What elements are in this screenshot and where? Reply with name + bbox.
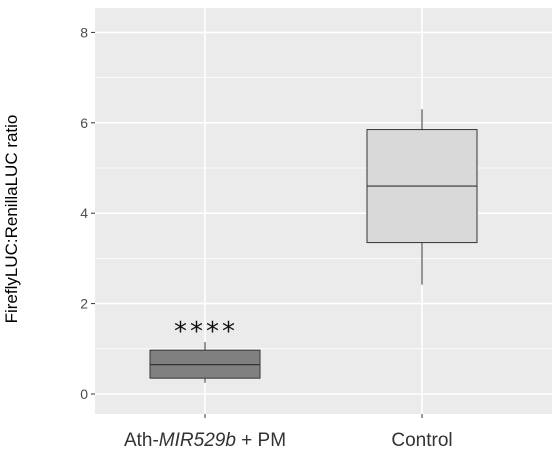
significance-label: **** — [174, 317, 238, 347]
y-tick-label: 0 — [80, 386, 88, 402]
x-tick-label: Control — [391, 430, 452, 451]
y-tick-label: 8 — [80, 24, 88, 40]
box-1: **** — [149, 317, 261, 383]
box-2 — [366, 109, 478, 285]
boxes: **** — [149, 109, 478, 383]
y-axis: 0 2 4 6 8 — [80, 24, 95, 402]
x-axis: Ath-MIR529b + PM Control — [124, 414, 453, 451]
y-axis-title: FireflyLUC:RenillaLUC ratio — [2, 115, 21, 324]
y-tick-label: 4 — [80, 205, 88, 221]
y-tick-label: 6 — [80, 115, 88, 131]
y-tick-label: 2 — [80, 296, 88, 312]
x-tick-label: Ath-MIR529b + PM — [124, 430, 286, 451]
